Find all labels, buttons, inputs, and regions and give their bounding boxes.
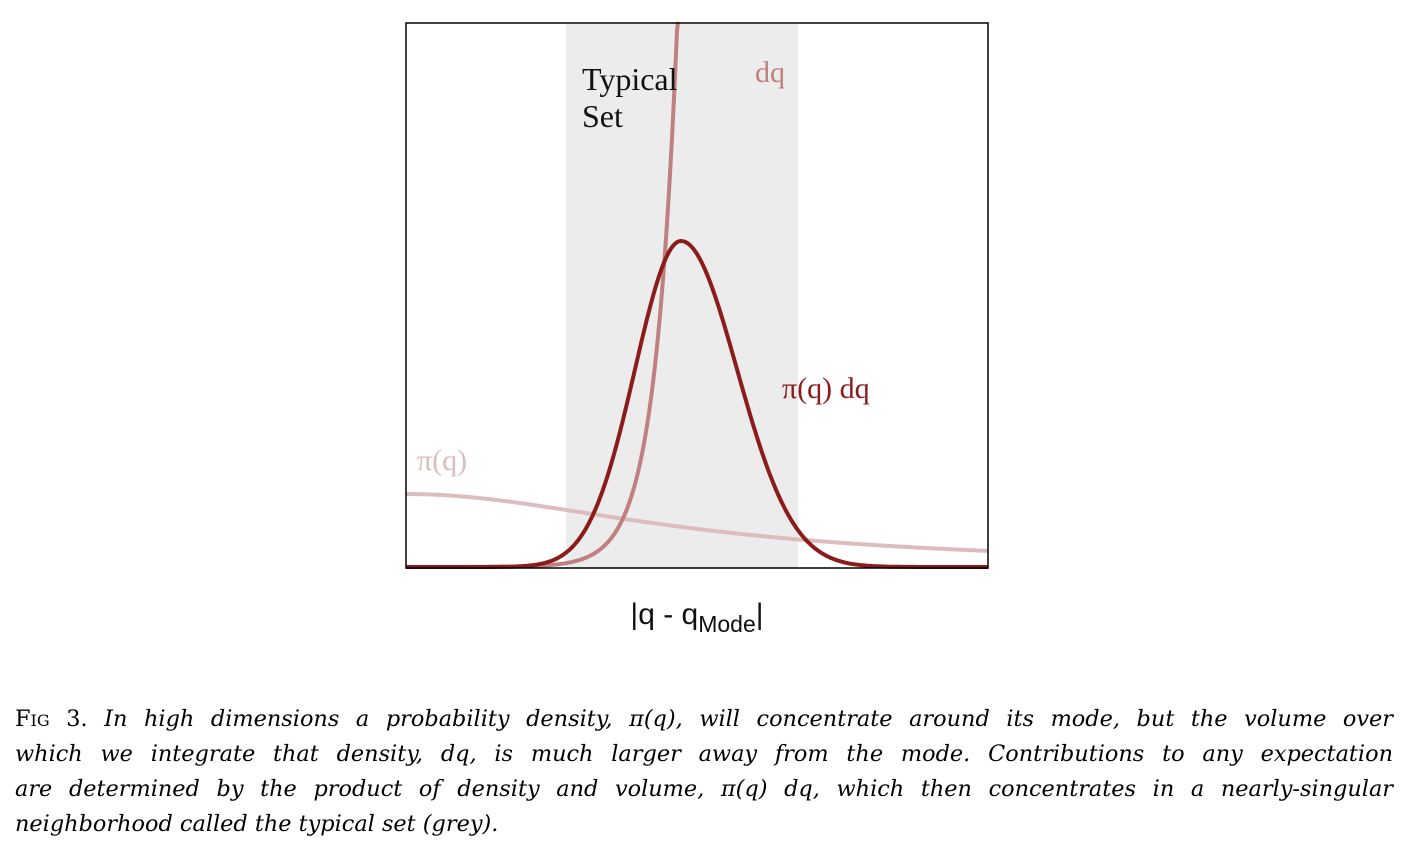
figure-caption: Fig 3. In high dimensions a probability … (15, 702, 1393, 842)
x-axis-label: |q - qMode| (0, 598, 1394, 637)
series-label-dq: dq (755, 56, 785, 89)
figure: Typical Set dq π(q) dq π(q) |q - qMode| (0, 21, 1394, 637)
series-label-pi-q-dq: π(q) dq (782, 372, 870, 405)
plot-frame (405, 22, 989, 569)
typical-set-label-line2: Set (582, 98, 623, 134)
caption-line-4: neighborhood called the typical set (gre… (15, 811, 499, 837)
caption-figure-label: Fig 3. (15, 706, 88, 732)
x-axis-label-subscript: Mode (698, 611, 756, 637)
caption-line-3: are determined by the product of density… (15, 776, 1393, 802)
x-axis-label-main: |q - q (630, 598, 699, 631)
x-axis-label-end: | (755, 598, 764, 631)
series-line-pi-q-dq (406, 238, 988, 569)
caption-text-1: In high dimensions a probability density… (104, 706, 1393, 732)
typical-set-label-line1: Typical (582, 61, 678, 97)
plot-svg: Typical Set dq π(q) dq π(q) (405, 21, 989, 569)
typical-set-band (566, 24, 798, 568)
caption-line-1: Fig 3. In high dimensions a probability … (15, 702, 1393, 737)
series-label-pi-q: π(q) (417, 444, 467, 477)
caption-line-2: which we integrate that density, dq, is … (15, 741, 1393, 767)
series-line-pi-q (406, 492, 989, 553)
